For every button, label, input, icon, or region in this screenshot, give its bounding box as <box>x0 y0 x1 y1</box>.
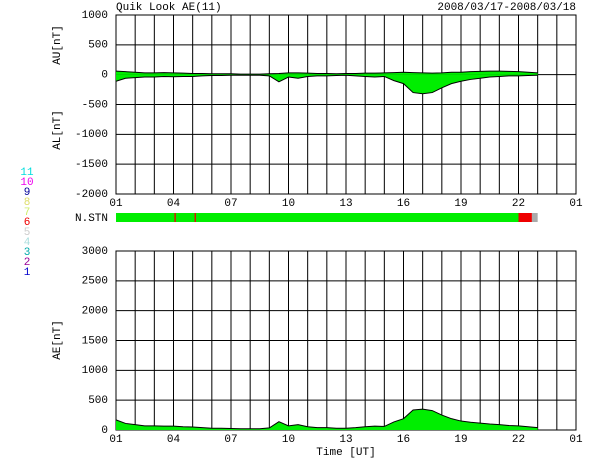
station-count: 4 <box>24 237 31 249</box>
y-tick-label: 1000 <box>82 10 108 22</box>
y-tick-label: -1500 <box>75 159 108 171</box>
station-count: 1 <box>24 267 31 279</box>
station-count: 11 <box>20 167 34 179</box>
x-tick-label: 22 <box>512 434 525 446</box>
nstn-segment <box>174 213 176 222</box>
y-tick-label: -1000 <box>75 129 108 141</box>
y-tick-label: 0 <box>101 70 108 82</box>
x-tick-label: 01 <box>109 434 123 446</box>
station-count: 6 <box>24 217 31 229</box>
x-tick-label: 13 <box>339 434 352 446</box>
x-tick-label: 07 <box>224 434 237 446</box>
title: Quik Look AE(11) <box>116 2 222 14</box>
station-count: 3 <box>24 247 31 259</box>
y-tick-label: 1500 <box>82 335 108 347</box>
y-tick-label: 2000 <box>82 306 108 318</box>
x-tick-label: 13 <box>339 198 352 210</box>
y-tick-label: 3000 <box>82 246 108 258</box>
station-count: 5 <box>24 227 31 239</box>
plot-frame <box>115 14 577 195</box>
area-fill <box>116 409 538 430</box>
x-tick-label: 22 <box>512 198 525 210</box>
station-count: 2 <box>24 257 31 269</box>
y-tick-label: 0 <box>101 425 108 437</box>
y-tick-label: 500 <box>88 40 108 52</box>
nstn-segment <box>518 213 532 222</box>
y-axis-label: AU[nT] <box>52 25 64 65</box>
x-tick-label: 16 <box>397 434 410 446</box>
x-tick-label: 04 <box>167 198 181 210</box>
y-tick-label: 500 <box>88 395 108 407</box>
x-tick-label: 01 <box>569 434 583 446</box>
y-tick-label: -500 <box>82 99 108 111</box>
x-tick-label: 19 <box>454 198 467 210</box>
y-tick-label: -2000 <box>75 189 108 201</box>
x-axis-label: Time [UT] <box>316 447 375 459</box>
nstn-segment <box>194 213 196 222</box>
x-tick-label: 04 <box>167 434 181 446</box>
x-tick-label: 01 <box>569 198 583 210</box>
x-tick-label: 19 <box>454 434 467 446</box>
station-count: 9 <box>24 187 31 199</box>
x-tick-label: 07 <box>224 198 237 210</box>
nstn-label: N.STN <box>75 213 108 225</box>
x-tick-label: 10 <box>282 434 295 446</box>
x-tick-label: 10 <box>282 198 295 210</box>
y-axis-label: AL[nT] <box>52 110 64 150</box>
area-fill <box>116 74 538 94</box>
station-count: 10 <box>20 177 33 189</box>
y-tick-label: 2500 <box>82 276 108 288</box>
date-range: 2008/03/17-2008/03/18 <box>437 2 576 14</box>
series-line <box>115 408 538 430</box>
y-axis-label: AE[nT] <box>52 320 64 360</box>
station-count: 7 <box>24 207 31 219</box>
station-count: 8 <box>24 197 31 209</box>
nstn-segment <box>531 213 538 222</box>
series-line <box>115 74 538 95</box>
y-tick-label: 1000 <box>82 365 108 377</box>
x-tick-label: 16 <box>397 198 410 210</box>
nstn-segment <box>116 213 519 222</box>
x-tick-label: 01 <box>109 198 123 210</box>
series-line <box>115 70 538 75</box>
